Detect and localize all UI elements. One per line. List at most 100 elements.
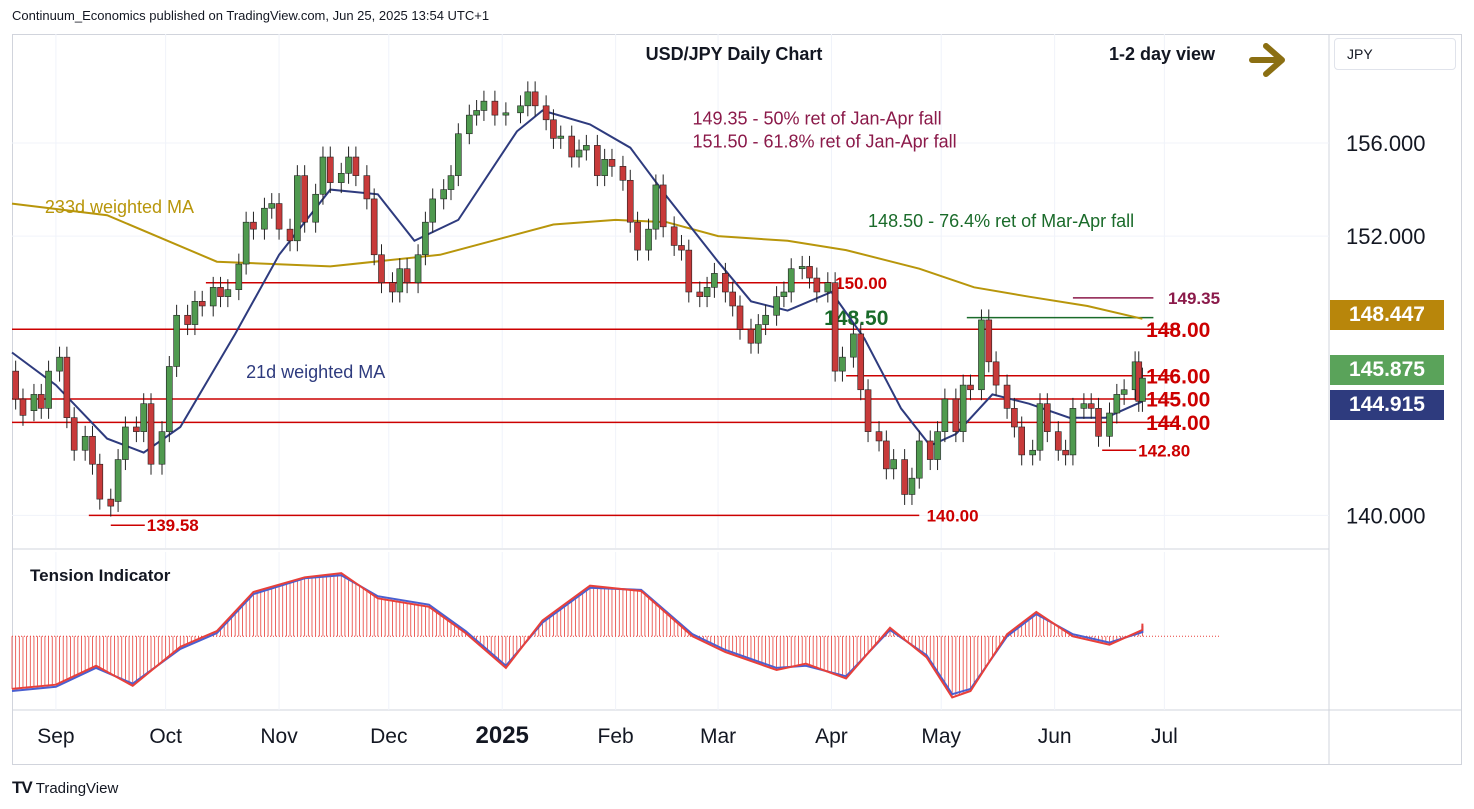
candle-body [711, 273, 718, 288]
candle-body [992, 361, 1000, 386]
candle-body [1095, 408, 1102, 437]
candle-body [524, 91, 532, 107]
level-label-146.00: 146.00 [1146, 365, 1210, 388]
candle-body [550, 119, 557, 139]
candle-body [403, 268, 411, 283]
candle-body [652, 184, 660, 230]
candle-body [1106, 412, 1113, 437]
candle-body [568, 135, 576, 158]
candle-body [645, 228, 652, 251]
candle-body [601, 159, 608, 176]
candle-body [926, 440, 934, 460]
candle-body [114, 459, 122, 502]
candle-body [337, 173, 345, 183]
price-tag-last: 145.875 [1330, 355, 1444, 385]
candle-body [824, 282, 832, 293]
candle-body [275, 203, 283, 230]
low-mark-label-139.58: 139.58 [147, 516, 199, 535]
candle-body [780, 291, 788, 297]
candle-body [1139, 377, 1146, 402]
candle-body [952, 398, 960, 432]
currency-selector[interactable]: JPY [1334, 38, 1456, 70]
candle-body [850, 333, 857, 358]
candle-body [583, 145, 590, 151]
candle-body [301, 175, 308, 223]
candle-body [798, 266, 806, 270]
candle-body [217, 287, 224, 297]
candle-body [1062, 449, 1069, 456]
y-tick-label: 152.000 [1346, 224, 1426, 249]
candle-body [352, 156, 360, 176]
candle-body [915, 440, 923, 479]
candle-body [56, 356, 63, 372]
candle-body [703, 287, 711, 297]
level-label-149.35: 149.35 [1168, 289, 1220, 308]
candle-body [326, 156, 334, 183]
candle-body [45, 370, 52, 409]
brand-name: TradingView [35, 779, 119, 797]
candle-body [250, 221, 257, 230]
candle-body [294, 175, 301, 242]
candle-body [502, 112, 510, 116]
candle-body [389, 282, 396, 293]
candle-body [261, 207, 268, 230]
x-tick-label: Mar [700, 725, 736, 748]
candle-body [941, 398, 949, 432]
candle-body [345, 156, 352, 174]
candle-body [268, 203, 276, 209]
x-tick-label: Dec [370, 725, 407, 748]
candle-body [122, 426, 129, 460]
candle-body [363, 175, 371, 200]
candle-body [191, 301, 199, 325]
candle-body [773, 296, 780, 316]
indicator-title: Tension Indicator [30, 566, 171, 585]
candle-body [1018, 426, 1026, 456]
x-tick-label: 2025 [476, 722, 529, 749]
annotation: 151.50 - 61.8% ret of Jan-Apr fall [692, 132, 956, 152]
candle-body [670, 226, 678, 246]
view-label: 1-2 day view [1109, 44, 1216, 64]
candle-body [286, 228, 294, 242]
candle-body [1069, 408, 1077, 456]
candle-body [440, 189, 447, 200]
candle-body [901, 459, 908, 495]
candle-body [685, 249, 693, 293]
candle-body [1120, 389, 1128, 395]
level-label-148.00: 148.00 [1146, 319, 1210, 342]
candle-body [634, 221, 641, 251]
candle-body [1087, 403, 1095, 409]
right-arrow-icon [1249, 43, 1285, 77]
low-mark-label-142.80: 142.80 [1138, 441, 1190, 460]
candle-body [70, 417, 78, 451]
candle-body [557, 135, 565, 139]
candle-body [934, 431, 941, 460]
candle-body [959, 384, 967, 432]
candle-body [736, 305, 744, 330]
candle-body [1029, 449, 1036, 456]
x-tick-label: Sep [37, 725, 74, 748]
candle-body [1036, 403, 1044, 451]
candle-body [63, 356, 71, 418]
tradingview-logo-icon: TV [12, 778, 33, 797]
candle-body [378, 254, 385, 283]
candle-body [198, 301, 206, 307]
x-tick-label: Jun [1038, 725, 1072, 748]
candle-body [1054, 431, 1062, 451]
indicator-fast-line [11, 572, 1144, 699]
candle-body [831, 282, 839, 372]
candle-body [140, 403, 147, 432]
candle-body [813, 277, 821, 293]
footer-brand[interactable]: TV TradingView [12, 778, 118, 798]
candle-body [967, 384, 974, 391]
candle-body [173, 314, 180, 367]
candle-body [414, 254, 422, 283]
candle-body [30, 394, 38, 411]
candle-body [96, 463, 104, 500]
candle-body [147, 403, 155, 465]
candle-body [12, 370, 19, 400]
candle-body [762, 314, 769, 325]
candle-body [696, 291, 704, 297]
candle-body [184, 314, 191, 325]
ma-line-21d-weighted-MA [11, 109, 1143, 454]
